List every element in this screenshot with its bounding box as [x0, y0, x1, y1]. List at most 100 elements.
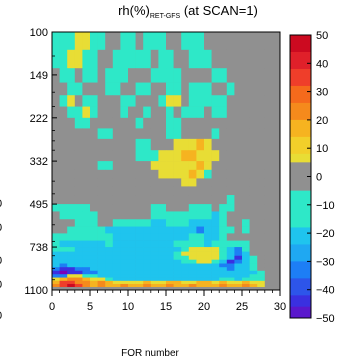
heatmap-cell [112, 211, 121, 220]
heatmap-cell [52, 274, 60, 278]
colorbar-band [290, 85, 311, 104]
heatmap-cell [272, 82, 281, 96]
heatmap-cell [264, 226, 273, 234]
heatmap-cell [242, 106, 250, 119]
heatmap-cell [82, 283, 91, 288]
heatmap-cell [158, 255, 167, 260]
heatmap-cell [158, 138, 167, 151]
heatmap-cell [143, 247, 152, 252]
heatmap-cell [181, 283, 190, 288]
heatmap-cell [74, 277, 83, 282]
heatmap-cell [166, 287, 174, 291]
heatmap-cell [67, 178, 76, 187]
heatmap-cell [226, 128, 235, 140]
heatmap-cell [143, 240, 152, 248]
heatmap-cell [249, 106, 258, 119]
x-tick-label: 25 [236, 301, 248, 313]
heatmap-cell [90, 219, 98, 227]
heatmap-cell [105, 138, 114, 151]
heatmap-cell [188, 233, 197, 241]
heatmap-cell [219, 219, 228, 227]
heatmap-cell [135, 161, 144, 171]
heatmap-cell [242, 195, 250, 205]
heatmap-cell [204, 95, 212, 107]
heatmap-cell [188, 277, 197, 282]
heatmap-cell [150, 95, 159, 107]
heatmap-cell [52, 270, 60, 275]
heatmap-cell [249, 247, 258, 252]
heatmap-cell [219, 287, 228, 291]
heatmap-cell [242, 161, 250, 171]
heatmap-cell [128, 128, 136, 140]
heatmap-cell [112, 233, 121, 241]
heatmap-cell [242, 277, 250, 282]
heatmap-cell [128, 106, 136, 119]
heatmap-cell [97, 178, 106, 187]
heatmap-cell [204, 161, 212, 171]
heatmap-cell [59, 32, 68, 51]
heatmap-cell [59, 219, 68, 227]
heatmap-cell [74, 226, 83, 234]
heatmap-cell [128, 287, 136, 291]
heatmap-cell [188, 128, 197, 140]
heatmap-cell [166, 178, 174, 187]
heatmap-cell [120, 161, 129, 171]
heatmap-cell [52, 283, 60, 288]
heatmap-cell [249, 178, 258, 187]
colorbar-tick-label: −50 [316, 313, 335, 325]
heatmap-cell [74, 68, 83, 83]
heatmap-cell [82, 95, 91, 107]
heatmap-cell [211, 233, 220, 241]
colorbar-band [290, 278, 311, 296]
heatmap-cell [166, 270, 174, 275]
heatmap-cell [264, 138, 273, 151]
heatmap-cell [226, 138, 235, 151]
heatmap-cell [264, 287, 273, 291]
heatmap-cell [204, 251, 212, 257]
heatmap-cell [173, 150, 182, 162]
heatmap-cell [59, 95, 68, 107]
heatmap-cell [135, 195, 144, 205]
heatmap-cell [158, 95, 167, 107]
heatmap-cell [181, 49, 190, 69]
heatmap-cell [242, 247, 250, 252]
heatmap-cell [52, 259, 60, 264]
heatmap-cell [150, 186, 159, 196]
left-edge-fragment: 0 [0, 310, 2, 322]
heatmap-cell [143, 287, 152, 291]
heatmap-cell [97, 270, 106, 275]
heatmap-cell [234, 240, 243, 248]
heatmap-cell [173, 233, 182, 241]
heatmap-cell [112, 95, 121, 107]
heatmap-cell [158, 195, 167, 205]
heatmap-cell [219, 117, 228, 129]
heatmap-cell [219, 259, 228, 264]
heatmap-cell [188, 95, 197, 107]
heatmap-cell [158, 270, 167, 275]
heatmap-cell [166, 128, 174, 140]
heatmap-cell [249, 68, 258, 83]
heatmap-cell [150, 287, 159, 291]
heatmap-cell [135, 287, 144, 291]
heatmap-cell [181, 186, 190, 196]
heatmap-cell [143, 267, 152, 272]
heatmap-cell [90, 277, 98, 282]
heatmap-cell [242, 204, 250, 212]
heatmap-cell [196, 270, 205, 275]
heatmap-cell [112, 32, 121, 51]
heatmap-cell [120, 211, 129, 220]
heatmap-cell [249, 219, 258, 227]
heatmap-cell [249, 204, 258, 212]
heatmap-cell [97, 280, 106, 285]
heatmap-cell [264, 267, 273, 272]
heatmap-cell [105, 169, 114, 179]
heatmap-cell [166, 169, 174, 179]
heatmap-cell [135, 204, 144, 212]
colorbar-band [290, 227, 311, 245]
heatmap-cell [158, 204, 167, 212]
heatmap-cell [264, 161, 273, 171]
heatmap-cell [135, 186, 144, 196]
heatmap-cell [90, 240, 98, 248]
heatmap-cell [74, 82, 83, 96]
heatmap-cell [249, 283, 258, 288]
